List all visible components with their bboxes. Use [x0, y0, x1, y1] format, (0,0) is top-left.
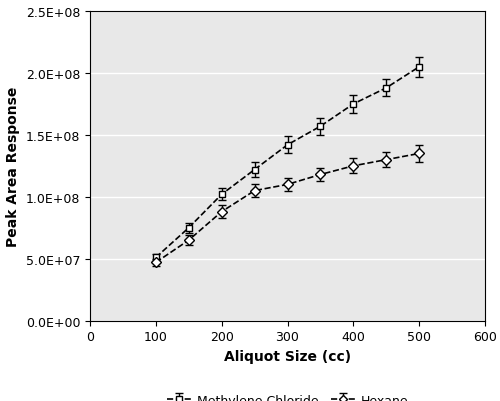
Y-axis label: Peak Area Response: Peak Area Response — [6, 87, 20, 246]
X-axis label: Aliquot Size (cc): Aliquot Size (cc) — [224, 349, 351, 363]
Legend: Methylene Chloride, Hexane: Methylene Chloride, Hexane — [162, 389, 414, 401]
